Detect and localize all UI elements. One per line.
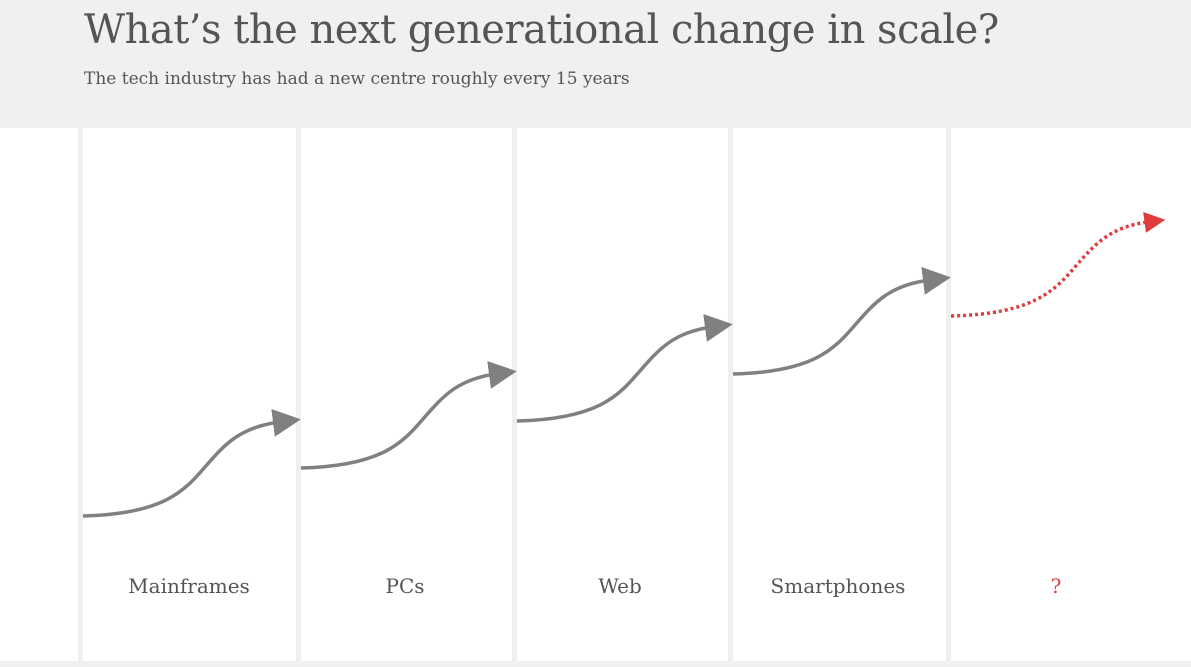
era-label-pcs: PCs — [385, 574, 424, 598]
page-title: What’s the next generational change in s… — [84, 7, 999, 53]
column-divider — [512, 128, 517, 661]
column-divider — [946, 128, 951, 661]
era-label-web: Web — [598, 574, 642, 598]
era-label-smartphones: Smartphones — [771, 574, 906, 598]
pcs-growth-curve — [300, 361, 517, 470]
header-band: What’s the next generational change in s… — [0, 0, 1191, 128]
column-divider — [728, 128, 733, 661]
page-subtitle: The tech industry has had a new centre r… — [84, 69, 630, 89]
mainframes-growth-curve — [82, 408, 301, 518]
era-label-mainframes: Mainframes — [128, 574, 250, 598]
next-growth-curve-dotted — [950, 212, 1166, 318]
web-growth-curve — [516, 314, 733, 423]
era-label-next-unknown: ? — [1051, 574, 1062, 598]
bottom-border — [0, 661, 1191, 667]
column-divider — [78, 128, 83, 661]
column-divider — [296, 128, 301, 661]
smartphones-growth-curve — [732, 266, 951, 376]
